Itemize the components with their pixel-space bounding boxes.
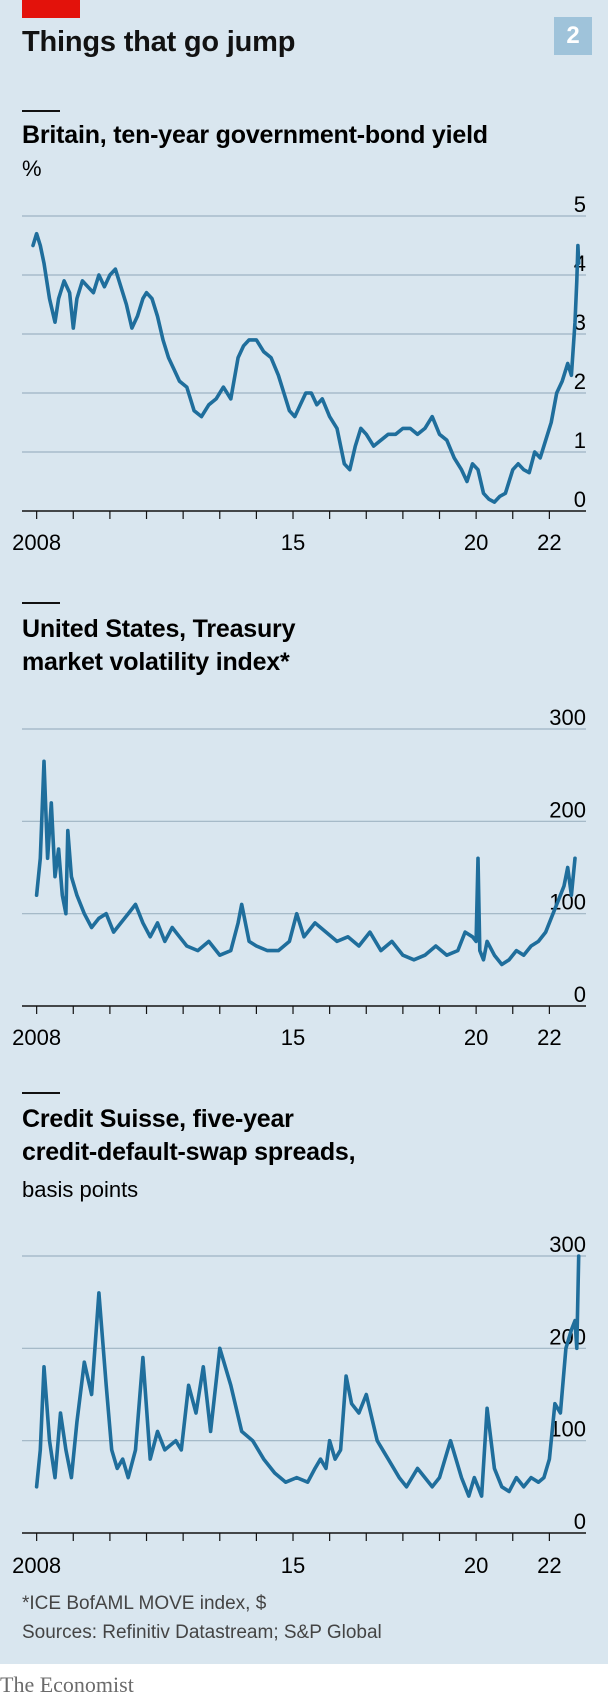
panel2-y-tick-label: 300 [549,705,586,730]
panel1-x-tick-label: 15 [281,530,305,555]
panel1-y-tick-label: 2 [574,369,586,394]
footer-strip [0,1664,608,1700]
panel3-x-tick-label: 20 [464,1553,488,1578]
panel2-title-line1: United States, Treasury [22,615,296,643]
panel1-title: Britain, ten-year government-bond yield [22,121,488,149]
panel3-y-tick-label: 100 [549,1417,586,1442]
panel3-x-tick-label: 15 [281,1553,305,1578]
page-title: Things that go jump [22,26,296,58]
panel3-y-tick-label: 300 [549,1232,586,1257]
panel2-y-tick-label: 0 [574,982,586,1007]
panel3-series-line [34,1254,581,1498]
accent-tag [22,0,80,18]
panel2-x-tick-label: 2008 [12,1025,61,1050]
panel2-x-tick-label: 20 [464,1025,488,1050]
panel1-x-tick-label: 22 [537,530,561,555]
panel3-unit: basis points [22,1177,138,1202]
panel1-x-tick-label: 20 [464,530,488,555]
panel1-series-line [31,231,581,504]
panel2-y-tick-label: 200 [549,797,586,822]
panel3-y-tick-label: 0 [574,1509,586,1534]
footnote-move-index: *ICE BofAML MOVE index, $ [22,1593,267,1614]
chart-number-badge: 2 [554,17,592,55]
brand-logo: The Economist [0,1672,134,1697]
panel3-x-tick-label: 22 [537,1553,561,1578]
panel3-title-line1: Credit Suisse, five-year [22,1105,294,1133]
panel1-y-tick-label: 5 [574,192,586,217]
panel1-x-tick-label: 2008 [12,530,61,555]
footnote-sources: Sources: Refinitiv Datastream; S&P Globa… [22,1622,382,1643]
panel3-x-tick-label: 2008 [12,1553,61,1578]
panel1-y-tick-label: 1 [574,428,586,453]
panel1-y-tick-label: 0 [574,487,586,512]
panel2-series-line [34,759,577,967]
panel3-title-line2: credit-default-swap spreads, [22,1138,355,1166]
panel2-x-tick-label: 15 [281,1025,305,1050]
panel2-title-line2: market volatility index* [22,648,290,676]
panel2-x-tick-label: 22 [537,1025,561,1050]
panel1-unit: % [22,156,42,181]
